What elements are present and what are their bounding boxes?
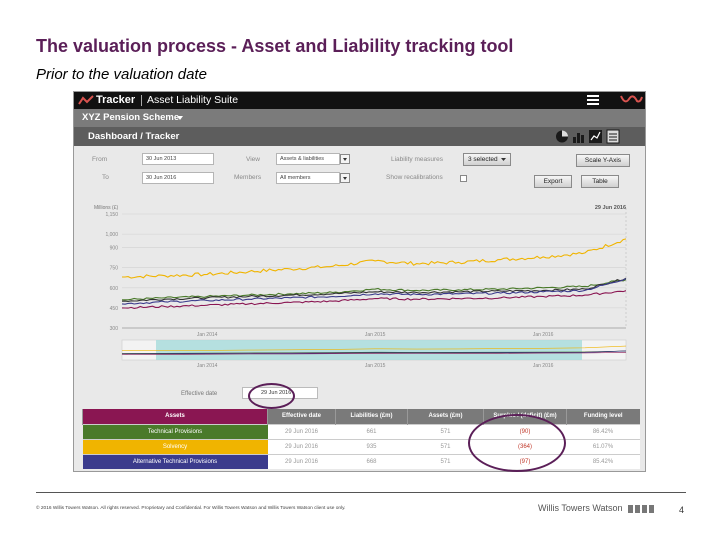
x-tick-label: Jan 2015 [365,332,386,338]
highlight-ring-effective-date [248,383,295,409]
cell-liabilities: 668 [335,453,408,469]
series-line [121,290,627,309]
series-line [122,238,627,279]
app-name: Tracker [96,94,136,106]
show-recalibrations-label: Show recalibrations [386,174,443,181]
cell-name: Solvency [82,438,268,454]
view-select[interactable]: Assets & liabilities [276,153,340,165]
table-icon[interactable] [606,129,620,144]
suite-name: Asset Liability Suite [147,94,239,106]
page-number: 4 [679,505,685,515]
copyright-text: © 2016 Willis Towers Watson. All rights … [36,506,346,511]
footer-brand: Willis Towers Watson [538,503,623,513]
menu-icon[interactable] [586,94,600,107]
header-assets: Assets [82,409,268,424]
cell-name: Technical Provisions [82,423,268,439]
cell-assets: 571 [407,423,484,439]
y-tick-label: 450 [110,306,119,312]
y-tick-label: 1,150 [105,212,118,218]
from-label: From [92,156,108,163]
tracker-app-window: Tracker Asset Liability Suite XYZ Pensio… [73,91,646,472]
x-tick-label: Jan 2014 [197,332,218,338]
cell-assets: 571 [407,453,484,469]
members-label: Members [234,174,262,181]
navigator-series-line [121,350,627,355]
view-label: View [246,156,260,163]
navigator-tick-label: Jan 2015 [365,363,386,369]
dashboard-header: Dashboard / Tracker [74,127,645,146]
navigator-tick-label: Jan 2014 [197,363,218,369]
cell-liabilities: 935 [335,438,408,454]
header-effective-date: Effective date [267,409,336,424]
line-chart-icon[interactable] [589,130,602,143]
x-tick-label: Jan 2016 [533,332,554,338]
liability-measures-dropdown[interactable]: 3 selected [463,153,511,166]
cell-name: Alternative Technical Provisions [82,453,268,469]
series-line [121,278,627,305]
members-dropdown-icon[interactable] [340,173,350,183]
slide-subtitle: Prior to the valuation date [36,66,207,83]
footer-divider [36,492,686,493]
header-funding-level: Funding level [566,409,640,424]
to-label: To [102,174,109,181]
cell-assets: 571 [407,438,484,454]
tracker-line-chart: Millions (£) 300 450 600 750 900 1,000 1,150 Jan… [94,205,627,369]
bar-chart-icon[interactable] [573,133,584,143]
table-button[interactable]: Table [581,175,619,188]
brand-icon [620,95,643,103]
cell-liabilities: 661 [335,423,408,439]
cell-funding: 85.42% [566,453,640,469]
from-date-input[interactable]: 30 Jun 2013 [142,153,214,165]
series-line [121,277,627,303]
scheme-name[interactable]: XYZ Pension Scheme [82,112,180,123]
liability-measures-label: Liability measures [391,156,444,163]
header-liabilities: Liabilities (£m) [335,409,408,424]
chevron-down-icon[interactable] [177,116,183,120]
app-topbar: Tracker Asset Liability Suite [74,92,645,109]
members-select[interactable]: All members [276,172,340,184]
cell-date: 29 Jun 2016 [267,438,336,454]
view-toggle-icons[interactable] [554,128,644,145]
cell-date: 29 Jun 2016 [267,453,336,469]
navigator-series-line [121,345,627,351]
scheme-selector[interactable]: XYZ Pension Scheme [74,109,645,127]
series-line [122,279,627,301]
cell-funding: 61.07% [566,438,640,454]
page-title: Dashboard / Tracker [88,131,180,142]
show-recalibrations-checkbox[interactable] [460,175,467,182]
y-tick-label: 750 [110,266,119,272]
chevron-down-icon [501,158,506,161]
highlight-ring-surplus [468,414,566,472]
navigator-series-line [121,352,627,355]
header-assets-value: Assets (£m) [407,409,484,424]
liability-measures-value: 3 selected [468,156,498,163]
brand-logo-icon [628,505,654,513]
to-date-input[interactable]: 30 Jun 2016 [142,172,214,184]
title-divider [141,95,142,106]
navigator-window [156,340,582,360]
pie-chart-icon[interactable] [556,130,568,143]
tracker-logo-icon [78,95,94,105]
y-tick-label: 600 [110,286,119,292]
slide-title: The valuation process - Asset and Liabil… [36,36,514,56]
end-date-label: 29 Jun 2016 [595,205,626,211]
cell-funding: 86.42% [566,423,640,439]
cell-date: 29 Jun 2016 [267,423,336,439]
y-tick-label: 1,000 [105,232,118,238]
y-axis-label: Millions (£) [94,205,119,211]
effective-date-label: Effective date [181,391,218,397]
export-button[interactable]: Export [534,175,572,188]
navigator-tick-label: Jan 2016 [533,363,554,369]
y-tick-label: 300 [110,326,119,332]
y-tick-label: 900 [110,246,119,252]
view-dropdown-icon[interactable] [340,154,350,164]
scale-y-axis-button[interactable]: Scale Y-Axis [576,154,630,167]
table-header-row: Assets Effective date Liabilities (£m) A… [82,409,640,424]
